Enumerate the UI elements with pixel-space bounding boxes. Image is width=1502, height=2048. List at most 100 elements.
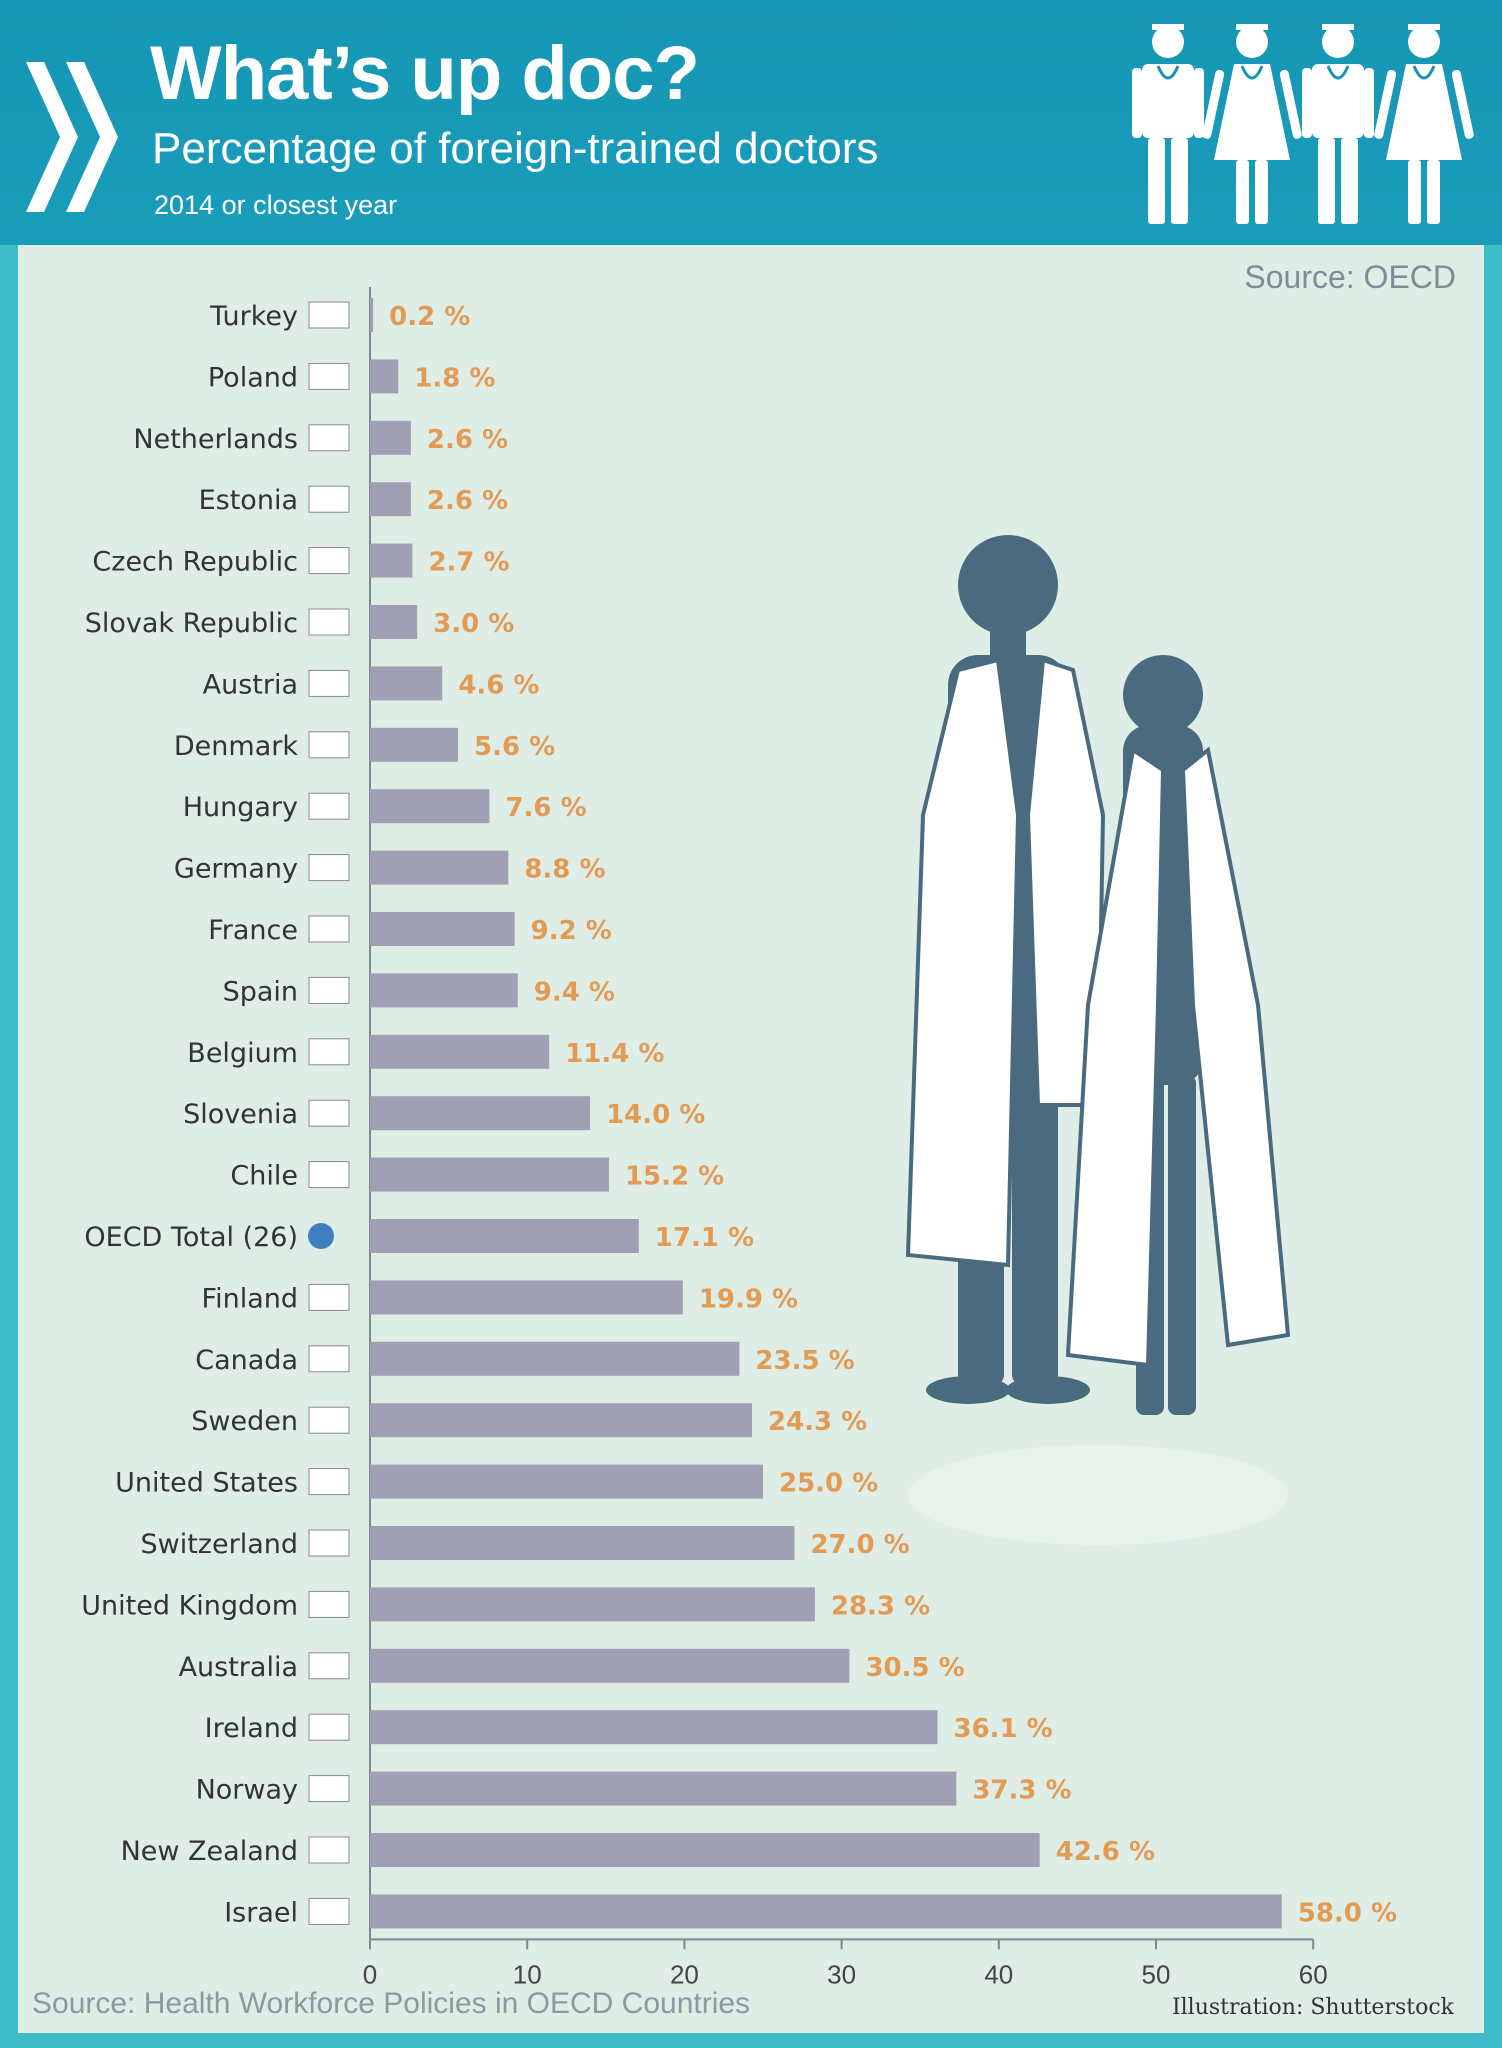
value-label: 37.3 % bbox=[972, 1776, 1071, 1806]
flag-icon bbox=[308, 1468, 350, 1496]
flag-icon bbox=[308, 1283, 350, 1311]
bar bbox=[370, 973, 518, 1008]
flag-icon bbox=[308, 485, 350, 513]
bar bbox=[370, 850, 509, 885]
page-subtitle: Percentage of foreign-trained doctors bbox=[152, 124, 879, 173]
bar bbox=[370, 789, 490, 824]
bar bbox=[370, 1587, 815, 1622]
bar bbox=[370, 482, 411, 517]
bar bbox=[370, 1894, 1282, 1929]
value-label: 5.6 % bbox=[474, 732, 555, 762]
bar bbox=[370, 1096, 591, 1131]
value-label: 58.0 % bbox=[1298, 1898, 1397, 1928]
bar bbox=[370, 912, 515, 946]
value-label: 28.3 % bbox=[831, 1591, 930, 1621]
bar bbox=[370, 1648, 850, 1683]
flag-icon bbox=[308, 1652, 350, 1680]
value-label: 9.2 % bbox=[531, 916, 612, 946]
category-label: Norway bbox=[196, 1775, 298, 1806]
category-label: Finland bbox=[202, 1283, 298, 1314]
flag-icon bbox=[308, 1529, 350, 1557]
category-label: Ireland bbox=[205, 1713, 298, 1744]
flag-icon bbox=[308, 1897, 350, 1925]
bar bbox=[370, 420, 411, 455]
category-label: Belgium bbox=[187, 1038, 298, 1069]
value-label: 19.9 % bbox=[699, 1284, 798, 1314]
category-label: France bbox=[208, 915, 298, 946]
flag-icon bbox=[308, 976, 350, 1004]
illustration-credit: Illustration: Shutterstock bbox=[1171, 1995, 1454, 2020]
category-label: Denmark bbox=[174, 731, 298, 762]
value-label: 0.2 % bbox=[389, 302, 470, 332]
value-label: 15.2 % bbox=[625, 1162, 724, 1192]
category-label: Slovak Republic bbox=[85, 608, 298, 639]
bar bbox=[370, 298, 374, 332]
x-tick-label: 0 bbox=[363, 1959, 377, 1985]
header-banner: What’s up doc? Percentage of foreign-tra… bbox=[0, 0, 1502, 245]
category-label: Slovenia bbox=[183, 1099, 298, 1130]
bar-chart: Turkey 0.2 % Poland 1.8 % Netherlands 2.6 % Es… bbox=[81, 287, 1397, 1985]
value-label: 27.0 % bbox=[810, 1530, 909, 1560]
bar bbox=[370, 1464, 763, 1499]
flag-icon bbox=[308, 1590, 350, 1618]
doctors-icon bbox=[1132, 24, 1474, 224]
flag-icon bbox=[308, 547, 350, 575]
category-label: Spain bbox=[223, 976, 298, 1007]
value-label: 4.6 % bbox=[458, 670, 539, 700]
flag-icon bbox=[308, 915, 350, 943]
bar bbox=[370, 727, 459, 762]
x-tick-label: 50 bbox=[1142, 1959, 1171, 1985]
bar bbox=[370, 1219, 639, 1253]
category-label: Poland bbox=[208, 362, 298, 393]
flag-icon bbox=[308, 1775, 350, 1803]
category-label: Switzerland bbox=[141, 1529, 299, 1560]
bar bbox=[370, 1771, 957, 1806]
bar bbox=[370, 1034, 550, 1069]
flag-icon bbox=[308, 669, 350, 697]
value-label: 17.1 % bbox=[655, 1223, 754, 1253]
value-label: 1.8 % bbox=[414, 363, 495, 393]
flag-icon bbox=[308, 1038, 350, 1066]
bar bbox=[370, 543, 413, 578]
category-label: Germany bbox=[174, 854, 298, 885]
x-tick-label: 10 bbox=[513, 1959, 542, 1985]
value-label: 2.7 % bbox=[428, 548, 509, 578]
flag-icon bbox=[308, 362, 350, 390]
category-label: Estonia bbox=[199, 485, 298, 516]
category-label: United States bbox=[115, 1468, 298, 1499]
chart-panel: Source: OECD Turkey 0.2 % Poland 1.8 % Nethe… bbox=[18, 245, 1484, 2033]
category-label: Netherlands bbox=[133, 424, 298, 455]
category-label: Hungary bbox=[183, 792, 298, 823]
category-label: Chile bbox=[230, 1161, 298, 1192]
category-label: United Kingdom bbox=[81, 1590, 298, 1621]
category-label: Sweden bbox=[191, 1406, 298, 1437]
value-label: 11.4 % bbox=[565, 1039, 664, 1069]
flag-icon bbox=[308, 731, 350, 759]
value-label: 42.6 % bbox=[1056, 1837, 1155, 1867]
category-label: Israel bbox=[224, 1897, 298, 1928]
value-label: 36.1 % bbox=[953, 1714, 1052, 1744]
bar bbox=[370, 1280, 683, 1315]
x-tick-label: 40 bbox=[984, 1959, 1013, 1985]
source-label-top: Source: OECD bbox=[1244, 259, 1456, 295]
category-label: OECD Total (26) bbox=[84, 1222, 298, 1253]
bar bbox=[370, 359, 399, 394]
bar bbox=[370, 1833, 1040, 1867]
flag-icon bbox=[308, 1836, 350, 1864]
flag-icon bbox=[308, 1161, 350, 1189]
x-tick-label: 30 bbox=[827, 1959, 856, 1985]
oecd-logo-icon bbox=[26, 62, 118, 212]
value-label: 8.8 % bbox=[524, 855, 605, 885]
bar bbox=[370, 1341, 740, 1376]
bar bbox=[370, 605, 418, 639]
bar bbox=[370, 1157, 609, 1192]
flag-icon bbox=[308, 1406, 350, 1434]
value-label: 7.6 % bbox=[505, 793, 586, 823]
flag-icon bbox=[308, 1713, 350, 1741]
category-label: Czech Republic bbox=[92, 547, 298, 578]
flag-icon bbox=[308, 792, 350, 820]
x-tick-label: 20 bbox=[670, 1959, 699, 1985]
bar bbox=[370, 666, 443, 701]
value-label: 2.6 % bbox=[427, 425, 508, 455]
category-label: Austria bbox=[203, 669, 298, 700]
